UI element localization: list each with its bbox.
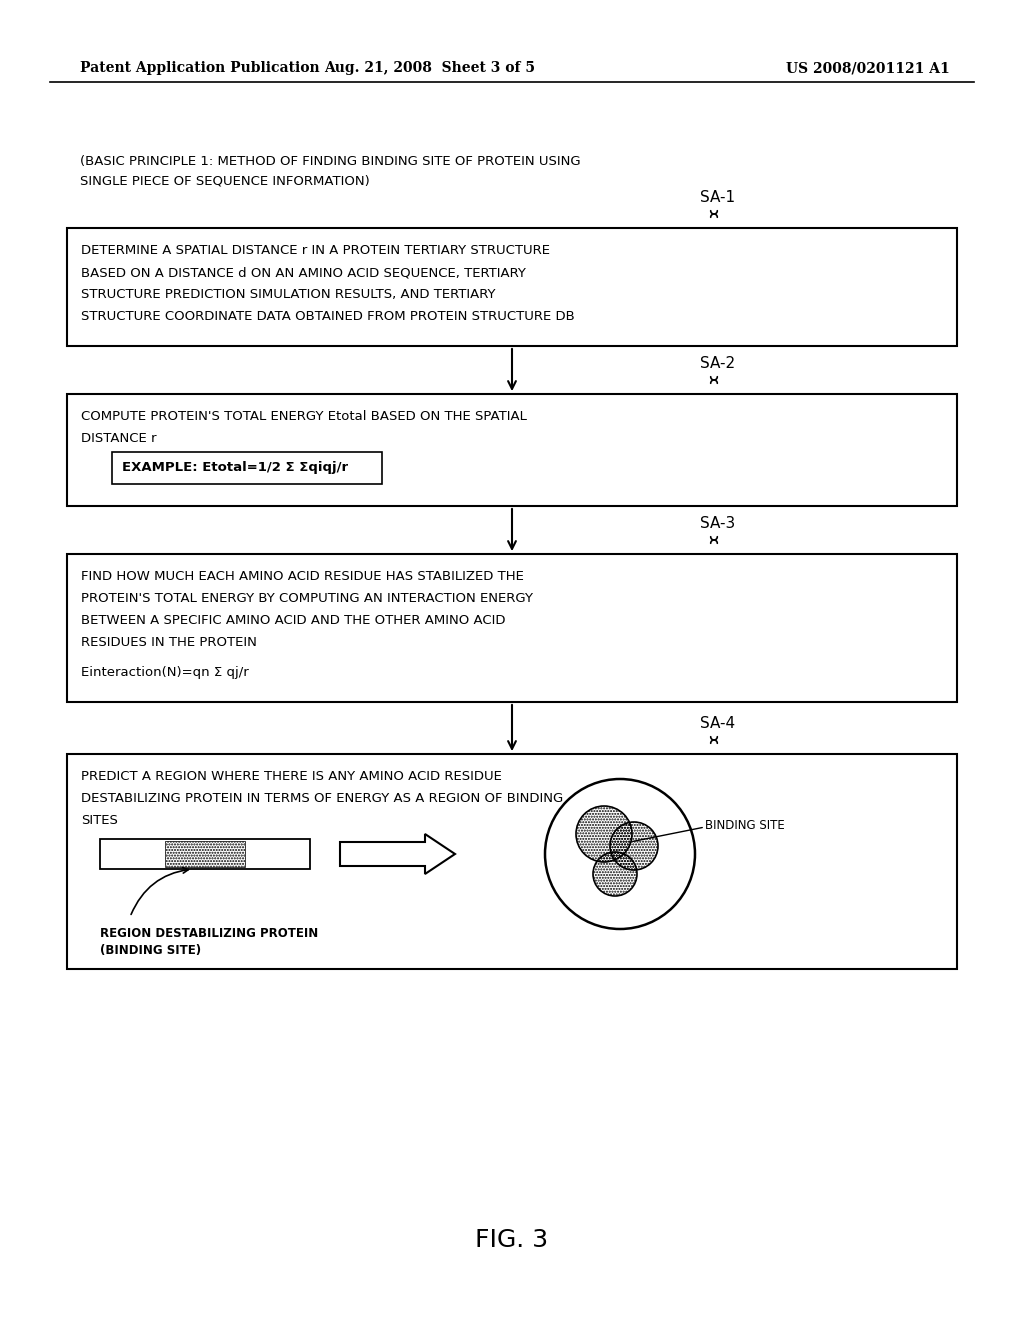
Text: BETWEEN A SPECIFIC AMINO ACID AND THE OTHER AMINO ACID: BETWEEN A SPECIFIC AMINO ACID AND THE OT… <box>81 614 506 627</box>
Text: DESTABILIZING PROTEIN IN TERMS OF ENERGY AS A REGION OF BINDING: DESTABILIZING PROTEIN IN TERMS OF ENERGY… <box>81 792 563 805</box>
Bar <box>100 840 310 869</box>
Text: FIND HOW MUCH EACH AMINO ACID RESIDUE HAS STABILIZED THE: FIND HOW MUCH EACH AMINO ACID RESIDUE HA… <box>81 570 524 583</box>
Bar <box>67 554 957 702</box>
Text: REGION DESTABILIZING PROTEIN: REGION DESTABILIZING PROTEIN <box>100 927 318 940</box>
Bar <box>67 228 957 346</box>
Text: Patent Application Publication: Patent Application Publication <box>80 61 319 75</box>
Text: US 2008/0201121 A1: US 2008/0201121 A1 <box>786 61 950 75</box>
Text: SA-2: SA-2 <box>700 356 735 371</box>
Bar <box>112 451 382 484</box>
Bar <box>67 393 957 506</box>
Text: DISTANCE r: DISTANCE r <box>81 432 157 445</box>
Text: EXAMPLE: Etotal=1/2 Σ Σqiqj/r: EXAMPLE: Etotal=1/2 Σ Σqiqj/r <box>122 462 348 474</box>
Text: SA-3: SA-3 <box>700 516 735 531</box>
Text: Aug. 21, 2008  Sheet 3 of 5: Aug. 21, 2008 Sheet 3 of 5 <box>325 61 536 75</box>
Text: SINGLE PIECE OF SEQUENCE INFORMATION): SINGLE PIECE OF SEQUENCE INFORMATION) <box>80 176 370 187</box>
Circle shape <box>545 779 695 929</box>
Text: Einteraction(N)=qn Σ qj/r: Einteraction(N)=qn Σ qj/r <box>81 667 249 678</box>
Bar <box>67 754 957 969</box>
Text: (BINDING SITE): (BINDING SITE) <box>100 944 201 957</box>
Text: STRUCTURE PREDICTION SIMULATION RESULTS, AND TERTIARY: STRUCTURE PREDICTION SIMULATION RESULTS,… <box>81 288 496 301</box>
Text: FIG. 3: FIG. 3 <box>475 1228 549 1251</box>
Text: DETERMINE A SPATIAL DISTANCE r IN A PROTEIN TERTIARY STRUCTURE: DETERMINE A SPATIAL DISTANCE r IN A PROT… <box>81 244 550 257</box>
Text: PREDICT A REGION WHERE THERE IS ANY AMINO ACID RESIDUE: PREDICT A REGION WHERE THERE IS ANY AMIN… <box>81 770 502 783</box>
Text: STRUCTURE COORDINATE DATA OBTAINED FROM PROTEIN STRUCTURE DB: STRUCTURE COORDINATE DATA OBTAINED FROM … <box>81 310 574 323</box>
Text: BASED ON A DISTANCE d ON AN AMINO ACID SEQUENCE, TERTIARY: BASED ON A DISTANCE d ON AN AMINO ACID S… <box>81 267 526 279</box>
Text: SA-4: SA-4 <box>700 715 735 731</box>
Text: SA-1: SA-1 <box>700 190 735 205</box>
Text: (BASIC PRINCIPLE 1: METHOD OF FINDING BINDING SITE OF PROTEIN USING: (BASIC PRINCIPLE 1: METHOD OF FINDING BI… <box>80 154 581 168</box>
Text: PROTEIN'S TOTAL ENERGY BY COMPUTING AN INTERACTION ENERGY: PROTEIN'S TOTAL ENERGY BY COMPUTING AN I… <box>81 591 534 605</box>
Text: RESIDUES IN THE PROTEIN: RESIDUES IN THE PROTEIN <box>81 636 257 649</box>
Polygon shape <box>340 834 455 874</box>
Bar <box>165 841 245 867</box>
Text: COMPUTE PROTEIN'S TOTAL ENERGY Etotal BASED ON THE SPATIAL: COMPUTE PROTEIN'S TOTAL ENERGY Etotal BA… <box>81 411 527 422</box>
Text: BINDING SITE: BINDING SITE <box>705 818 784 832</box>
Text: SITES: SITES <box>81 814 118 828</box>
